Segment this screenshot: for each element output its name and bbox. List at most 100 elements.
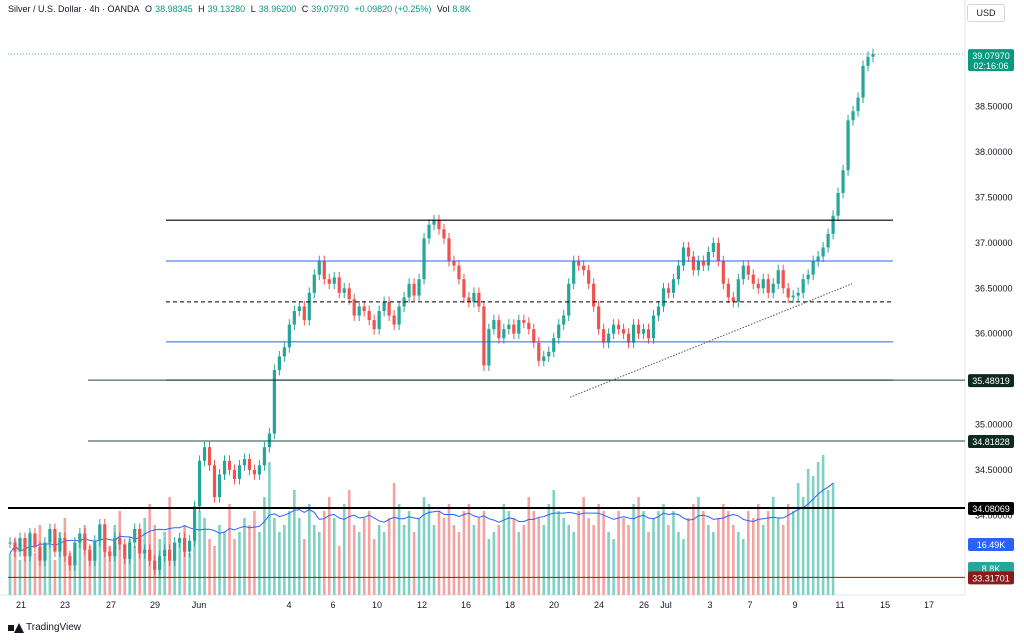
y-tick-label: 38.50000 <box>975 102 1013 112</box>
candle-body <box>512 324 516 334</box>
volume-bar <box>213 546 216 595</box>
symbol-header: Silver / U.S. Dollar · 4h · OANDA O 38.98… <box>8 4 474 14</box>
candle-body <box>242 459 247 466</box>
candle-body <box>716 242 720 262</box>
candle-body <box>781 270 785 289</box>
candle-body <box>247 459 252 470</box>
candle-body <box>661 288 666 307</box>
candle-body <box>557 324 561 339</box>
candle-body <box>746 265 750 275</box>
volume-bar <box>377 525 381 595</box>
brand-name: TradingView <box>26 622 82 633</box>
volume-bar <box>722 504 725 595</box>
candle-body <box>48 528 52 543</box>
x-tick-label: 11 <box>835 600 844 610</box>
candle-body <box>397 306 401 325</box>
candle-body <box>631 324 636 343</box>
candle-body <box>621 329 626 334</box>
candle-body <box>846 120 850 171</box>
volume-bar <box>392 483 396 595</box>
volume-bar <box>457 532 461 595</box>
low-value: 38.96200 <box>258 4 297 14</box>
candle-body <box>801 279 805 293</box>
candle-body <box>327 279 331 284</box>
volume-bar <box>48 539 52 595</box>
candle-body <box>73 542 77 566</box>
volume-bar <box>472 525 476 595</box>
volume-bar <box>93 553 97 595</box>
candle-body <box>257 465 262 475</box>
candle-body <box>212 465 217 498</box>
volume-bar <box>492 532 496 595</box>
candle-body <box>352 299 356 316</box>
candle-body <box>267 433 271 448</box>
candle-body <box>537 342 541 361</box>
volume-bar <box>682 539 685 595</box>
candle-body <box>562 315 566 325</box>
volume-bar <box>507 511 511 595</box>
close-value: 39.07970 <box>311 4 349 14</box>
volume-bar <box>667 525 670 595</box>
volume-bar <box>756 504 760 595</box>
candle-body <box>527 322 531 330</box>
volume-bar <box>532 511 536 595</box>
x-tick-label: Jun <box>192 600 207 610</box>
candle-body <box>457 265 461 280</box>
candle-body <box>831 215 835 234</box>
volume-bar <box>791 511 795 595</box>
y-tick-label: 34.50000 <box>975 465 1013 475</box>
candle-body <box>487 329 491 366</box>
candle-body <box>148 549 152 561</box>
candle-body <box>821 247 825 257</box>
candle-body <box>422 238 426 280</box>
x-tick-label: 26 <box>639 600 649 610</box>
x-tick-label: 3 <box>707 600 712 610</box>
volume-bar <box>123 553 127 595</box>
price-tag-label: 39.07970 <box>972 51 1010 61</box>
price-tag <box>968 571 1014 585</box>
candle-body <box>387 301 391 316</box>
volume-bar <box>223 532 226 595</box>
candle-body <box>791 295 795 298</box>
volume-bar <box>697 497 700 595</box>
candle-body <box>347 288 351 300</box>
candle-body <box>517 320 521 334</box>
volume-bar <box>831 483 835 595</box>
y-tick-label: 36.00000 <box>975 329 1013 339</box>
candle-body <box>796 292 800 296</box>
volume-bar <box>253 511 256 595</box>
x-tick-label: 21 <box>16 600 26 610</box>
volume-bar <box>372 539 376 595</box>
volume-bar <box>801 497 805 595</box>
candle-body <box>222 460 227 475</box>
candle-body <box>63 538 67 557</box>
volume-bar <box>592 525 595 595</box>
candle-body <box>128 542 132 559</box>
volume-label: Vol <box>436 4 450 14</box>
change-value: +0.09820 (+0.25%) <box>354 4 432 14</box>
volume-bar <box>367 511 371 595</box>
candle-body <box>207 447 212 466</box>
volume-bar <box>342 504 346 595</box>
volume-bar <box>33 553 37 595</box>
volume-bar <box>437 511 441 595</box>
currency-button[interactable]: USD <box>967 4 1005 22</box>
candle-body <box>153 560 157 570</box>
candle-body <box>317 261 321 275</box>
candle-body <box>532 329 536 343</box>
candle-body <box>98 524 102 541</box>
candle-body <box>322 261 326 280</box>
candle-body <box>297 306 301 311</box>
volume-bar <box>452 525 456 595</box>
candle-body <box>23 538 27 557</box>
trend-line <box>569 283 853 398</box>
candle-body <box>68 556 72 566</box>
candle-body <box>826 233 830 248</box>
volume-bar <box>542 525 546 595</box>
candle-body <box>736 279 740 302</box>
candle-body <box>337 277 341 293</box>
volume-bar <box>597 504 600 595</box>
candle-body <box>252 469 257 475</box>
volume-bar <box>647 532 650 595</box>
